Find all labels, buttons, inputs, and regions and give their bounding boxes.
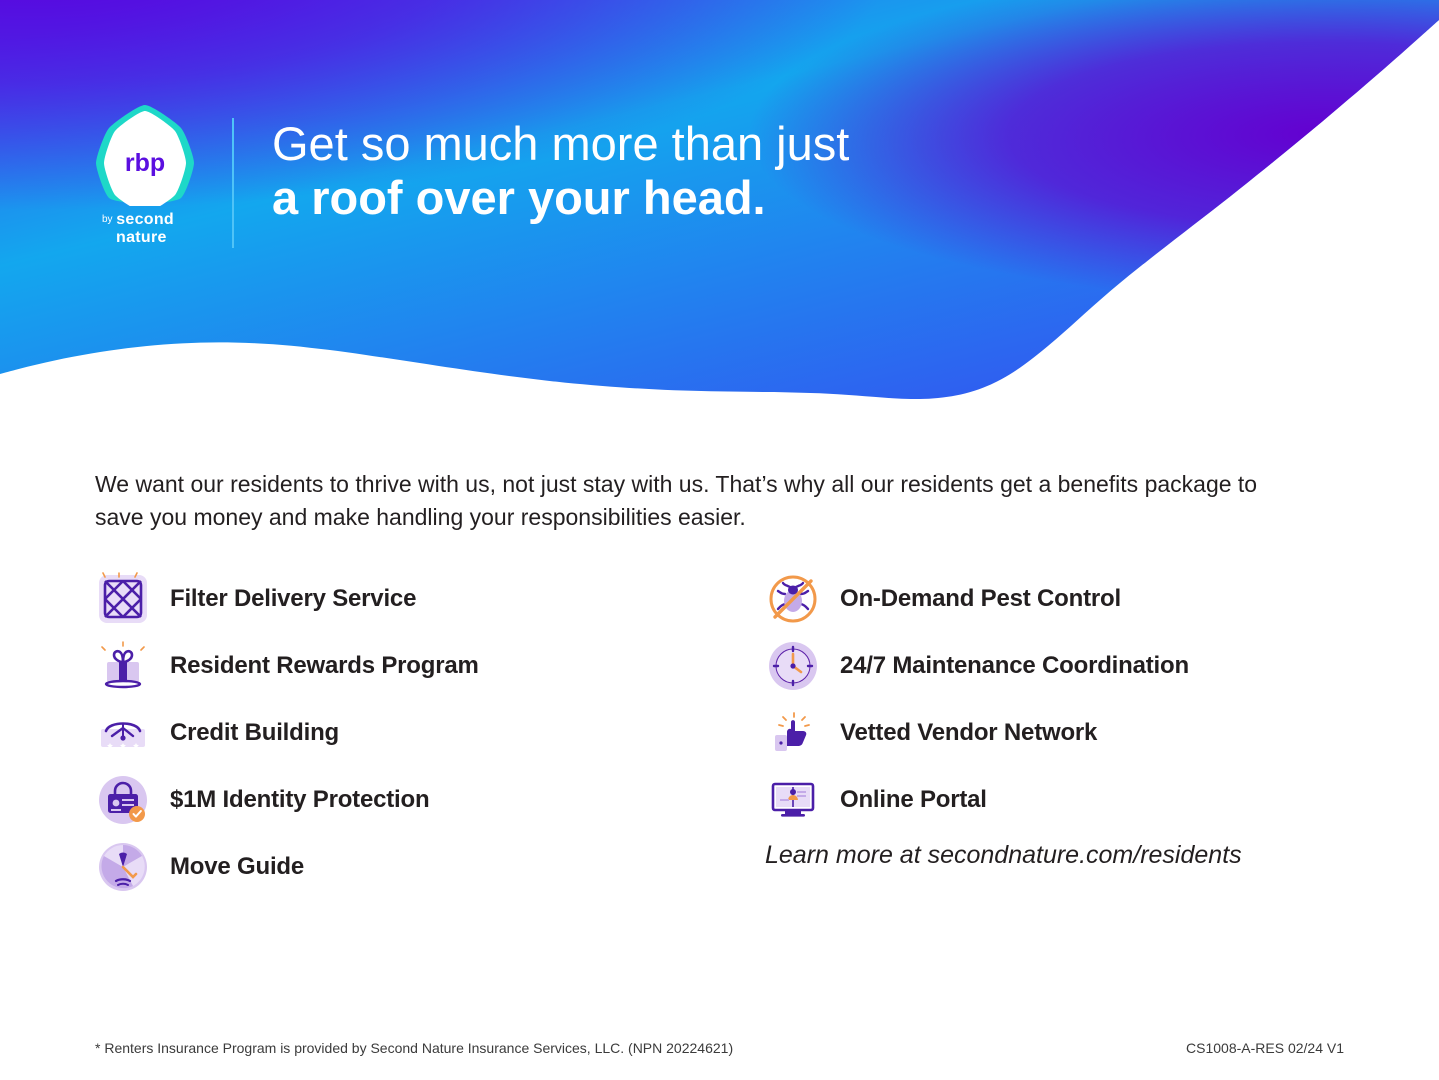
- svg-text:rbp: rbp: [125, 149, 165, 177]
